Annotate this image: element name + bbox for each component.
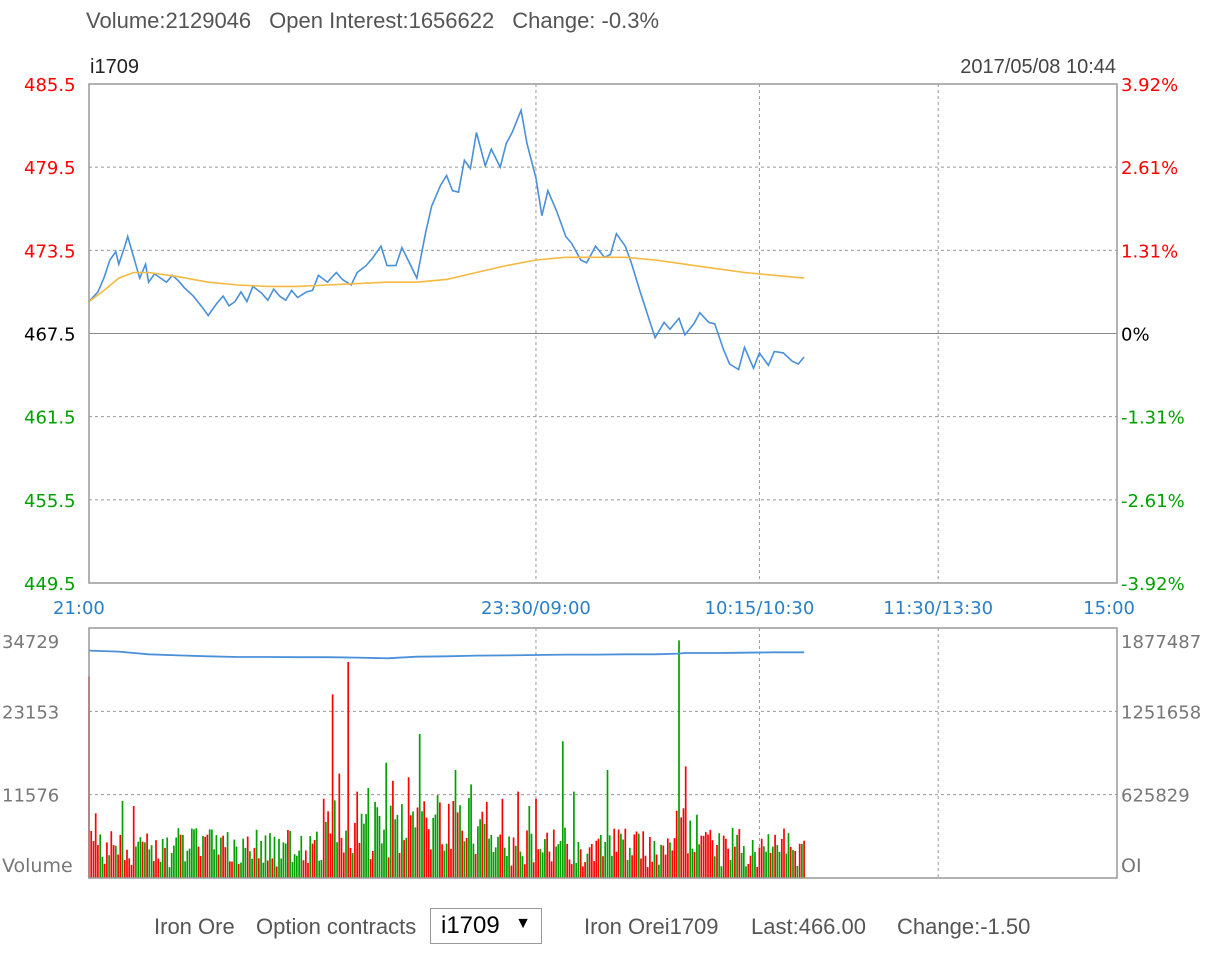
volume-tick-label: 34729 bbox=[2, 632, 59, 653]
volume-axis-ticks: 34729 1877487 23153 1251658 11576 625829 bbox=[2, 632, 1201, 807]
price-change-value: -1.50 bbox=[980, 914, 1031, 939]
oi-tick-label: 1251658 bbox=[1121, 702, 1201, 723]
price-tick-label: 461.5 bbox=[24, 408, 76, 429]
last-price: Last:466.00 bbox=[751, 914, 866, 940]
volume-value: 2129046 bbox=[165, 8, 252, 33]
oi-series-line bbox=[88, 649, 805, 660]
stats-bar: Volume:2129046 Open Interest:1656622 Chang… bbox=[86, 8, 677, 34]
time-tick-label: 21:00 bbox=[53, 598, 105, 619]
change-label: Change: bbox=[512, 8, 602, 33]
price-axis-ticks: 485.5 3.92% 479.5 2.61% 473.5 1.31% 467.5 0% 461… bbox=[24, 75, 1185, 595]
percent-tick-label: -2.61% bbox=[1121, 491, 1185, 512]
oi-tick-label: 625829 bbox=[1121, 786, 1190, 807]
price-line bbox=[88, 107, 805, 371]
price-grid bbox=[89, 84, 1117, 583]
last-price-value: 466.00 bbox=[798, 914, 866, 939]
oi-tick-label: 1877487 bbox=[1121, 632, 1201, 653]
product-contract: Iron Orei1709 bbox=[584, 914, 719, 939]
price-tick-label: 473.5 bbox=[24, 241, 76, 262]
percent-tick-label: 3.92% bbox=[1121, 75, 1178, 96]
last-price-label: Last: bbox=[751, 914, 799, 939]
open-interest-label: Open Interest: bbox=[269, 8, 409, 33]
option-contracts-label: Option contracts bbox=[256, 914, 417, 939]
contract-select[interactable]: i1709 ▼ bbox=[430, 908, 542, 944]
chevron-down-icon: ▼ bbox=[515, 915, 531, 932]
time-axis-ticks: 21:00 23:30/09:00 10:15/10:30 11:30/13:30 15… bbox=[53, 598, 1135, 619]
price-lines bbox=[88, 107, 805, 371]
volume-axis-label: Volume bbox=[2, 855, 73, 877]
chart-timestamp: 2017/05/08 10:44 bbox=[960, 56, 1116, 78]
footer-bar: Iron Ore Option contracts i1709 ▼ Iron O… bbox=[0, 906, 1229, 950]
price-change-label: Change: bbox=[897, 914, 981, 939]
time-tick-label: 23:30/09:00 bbox=[481, 598, 591, 619]
volume-tick-label: 23153 bbox=[2, 702, 59, 723]
contract-title: i1709 bbox=[90, 56, 139, 78]
percent-tick-label: -1.31% bbox=[1121, 408, 1185, 429]
change-value: -0.3% bbox=[601, 8, 660, 33]
price-tick-label: 455.5 bbox=[24, 491, 76, 512]
open-interest-line bbox=[88, 649, 805, 660]
time-tick-label: 10:15/10:30 bbox=[705, 598, 815, 619]
price-tick-label: 485.5 bbox=[24, 75, 76, 96]
time-tick-label: 11:30/13:30 bbox=[883, 598, 993, 619]
product-name: Iron Ore bbox=[154, 914, 235, 939]
time-tick-label: 15:00 bbox=[1083, 598, 1135, 619]
intraday-chart: i1709 2017/05/08 10:44 485.5 3.92% 479.5 2.… bbox=[2, 56, 1201, 879]
price-change: Change:-1.50 bbox=[897, 914, 1030, 940]
average-line bbox=[88, 256, 805, 303]
volume-panel-frame bbox=[88, 627, 1118, 879]
percent-tick-label: 2.61% bbox=[1121, 158, 1178, 179]
volume-tick-label: 11576 bbox=[2, 786, 59, 807]
price-tick-label: 467.5 bbox=[24, 325, 76, 346]
contract-select-value: i1709 bbox=[441, 912, 500, 939]
price-tick-label: 479.5 bbox=[24, 158, 76, 179]
open-interest-value: 1656622 bbox=[408, 8, 495, 33]
percent-tick-label: 1.31% bbox=[1121, 241, 1178, 262]
price-tick-label: 449.5 bbox=[24, 574, 76, 595]
percent-tick-label: -3.92% bbox=[1121, 574, 1185, 595]
percent-tick-label: 0% bbox=[1121, 325, 1150, 346]
volume-label: Volume: bbox=[86, 8, 166, 33]
price-panel-frame bbox=[88, 83, 1118, 584]
oi-axis-label: OI bbox=[1121, 855, 1142, 877]
volume-bars bbox=[88, 640, 805, 878]
